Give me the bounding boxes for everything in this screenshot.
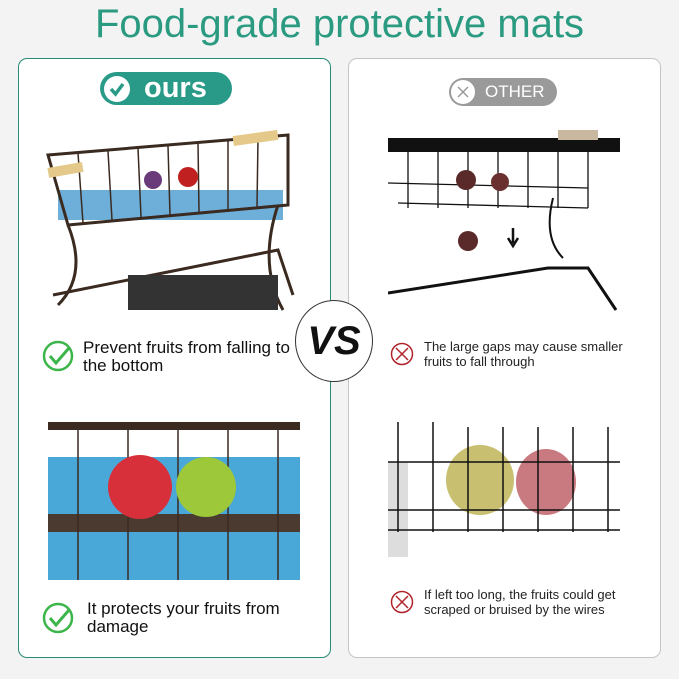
other-point-1: The large gaps may cause smaller fruits … (424, 339, 623, 369)
ours-point-2: It protects your fruits from damage (87, 599, 280, 636)
other-basket-image (388, 128, 623, 313)
other-panel (348, 58, 661, 658)
x-circle-icon (390, 342, 414, 366)
ours-point-1: Prevent fruits from falling to the botto… (83, 338, 290, 375)
check-icon (42, 340, 74, 372)
x-circle-icon (451, 80, 475, 104)
vs-badge: VS (295, 300, 373, 382)
page-title: Food-grade protective mats (94, 2, 585, 46)
x-circle-icon (390, 590, 414, 614)
ours-mat-closeup-image (48, 422, 300, 580)
ours-basket-image (38, 125, 303, 313)
ours-label: ours (144, 72, 207, 104)
check-icon (42, 602, 74, 634)
other-label: OTHER (485, 82, 545, 101)
ours-badge: ours (100, 72, 232, 105)
other-badge: OTHER (449, 78, 557, 106)
other-wire-closeup-image (388, 422, 623, 557)
check-circle-icon (104, 75, 130, 102)
other-point-2: If left too long, the fruits could get s… (424, 587, 616, 617)
